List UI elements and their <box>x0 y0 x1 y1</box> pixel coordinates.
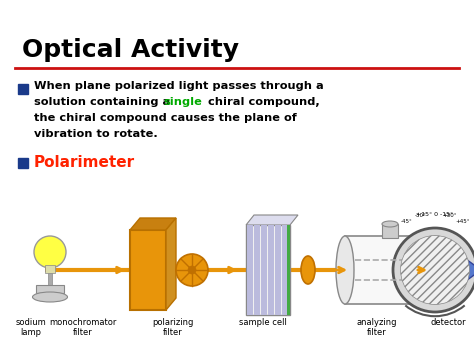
Text: vibration to rotate.: vibration to rotate. <box>34 129 158 139</box>
Text: Optical Activity: Optical Activity <box>22 38 239 62</box>
Text: -45°: -45° <box>401 219 413 224</box>
Bar <box>18 84 28 94</box>
Text: +30°: +30° <box>442 213 457 218</box>
Circle shape <box>188 266 196 274</box>
Circle shape <box>393 228 474 312</box>
Ellipse shape <box>33 292 67 302</box>
Bar <box>246 225 290 315</box>
Ellipse shape <box>336 236 354 304</box>
Bar <box>45 265 55 273</box>
Text: sodium
lamp: sodium lamp <box>16 318 46 337</box>
Text: +45°: +45° <box>456 219 470 224</box>
Text: Polarimeter: Polarimeter <box>34 155 135 170</box>
Bar <box>282 225 288 315</box>
Bar <box>18 158 28 168</box>
Text: When plane polarized light passes through a: When plane polarized light passes throug… <box>34 81 324 91</box>
Ellipse shape <box>301 256 315 284</box>
Bar <box>275 225 281 315</box>
Bar <box>345 236 435 304</box>
Bar <box>254 225 260 315</box>
Bar <box>287 225 290 315</box>
Bar <box>130 230 166 310</box>
Text: polarizing
filter: polarizing filter <box>152 318 194 337</box>
Bar <box>261 225 267 315</box>
Text: chiral compound,: chiral compound, <box>204 97 320 107</box>
Bar <box>48 265 52 290</box>
Text: monochromator
filter: monochromator filter <box>49 318 117 337</box>
Text: analyzing
filter: analyzing filter <box>356 318 397 337</box>
Ellipse shape <box>426 236 444 304</box>
Text: sample cell: sample cell <box>239 318 287 327</box>
Polygon shape <box>130 218 176 230</box>
Circle shape <box>401 236 469 305</box>
Circle shape <box>176 254 208 286</box>
Text: single: single <box>163 97 202 107</box>
Bar <box>382 224 398 238</box>
Text: the chiral compound causes the plane of: the chiral compound causes the plane of <box>34 113 297 123</box>
Polygon shape <box>459 254 474 286</box>
Ellipse shape <box>382 221 398 227</box>
Bar <box>36 285 64 293</box>
Text: solution containing a: solution containing a <box>34 97 174 107</box>
Polygon shape <box>166 218 176 310</box>
Bar <box>268 225 274 315</box>
Circle shape <box>34 236 66 268</box>
Polygon shape <box>246 215 298 225</box>
Text: -30°: -30° <box>415 213 427 218</box>
Text: +15° 0 -15°: +15° 0 -15° <box>417 212 454 217</box>
Bar <box>247 225 253 315</box>
Text: detector: detector <box>430 318 466 327</box>
